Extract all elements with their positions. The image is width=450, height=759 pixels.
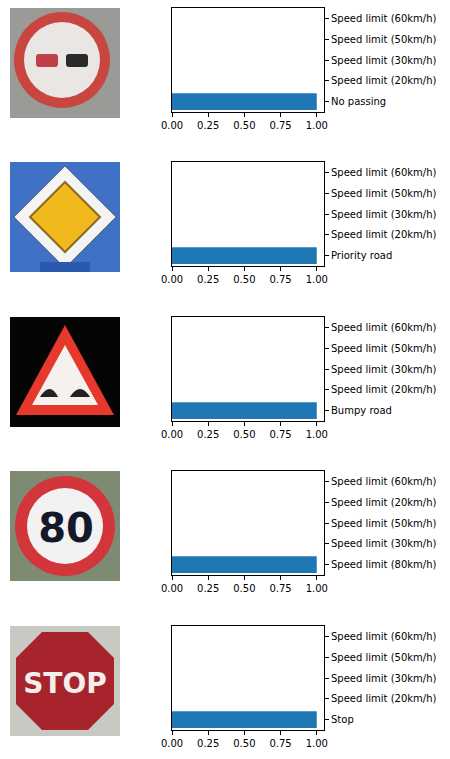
svg-text:Speed limit (60km/h): Speed limit (60km/h) [331,631,437,642]
svg-text:1.00: 1.00 [306,583,328,594]
svg-text:0.25: 0.25 [197,274,219,285]
svg-text:Speed limit (50km/h): Speed limit (50km/h) [331,34,437,45]
svg-text:Speed limit (20km/h): Speed limit (20km/h) [331,497,437,508]
svg-text:1.00: 1.00 [306,120,328,131]
svg-text:Speed limit (50km/h): Speed limit (50km/h) [331,188,437,199]
svg-text:0.25: 0.25 [197,583,219,594]
svg-text:0.50: 0.50 [233,429,255,440]
svg-text:Speed limit (60km/h): Speed limit (60km/h) [331,167,437,178]
svg-text:Speed limit (50km/h): Speed limit (50km/h) [331,343,437,354]
svg-text:0.00: 0.00 [161,429,183,440]
svg-text:Speed limit (50km/h): Speed limit (50km/h) [331,652,437,663]
svg-text:0.75: 0.75 [269,738,291,749]
svg-text:0.75: 0.75 [269,274,291,285]
svg-text:Bumpy road: Bumpy road [331,405,392,416]
svg-text:0.25: 0.25 [197,120,219,131]
svg-text:1.00: 1.00 [306,274,328,285]
svg-text:0.25: 0.25 [197,429,219,440]
svg-text:No passing: No passing [331,96,386,107]
svg-text:0.00: 0.00 [161,274,183,285]
svg-text:Priority road: Priority road [331,250,392,261]
svg-text:1.00: 1.00 [306,429,328,440]
svg-text:0.00: 0.00 [161,583,183,594]
svg-text:1.00: 1.00 [306,738,328,749]
svg-text:0.00: 0.00 [161,738,183,749]
svg-text:0.75: 0.75 [269,583,291,594]
svg-text:Speed limit (20km/h): Speed limit (20km/h) [331,693,437,704]
svg-text:0.50: 0.50 [233,583,255,594]
svg-text:80: 80 [38,505,94,551]
svg-text:Speed limit (30km/h): Speed limit (30km/h) [331,364,437,375]
svg-text:Speed limit (20km/h): Speed limit (20km/h) [331,75,437,86]
svg-text:Speed limit (60km/h): Speed limit (60km/h) [331,13,437,24]
svg-text:0.50: 0.50 [233,120,255,131]
svg-text:0.75: 0.75 [269,429,291,440]
svg-text:Speed limit (20km/h): Speed limit (20km/h) [331,229,437,240]
svg-text:0.50: 0.50 [233,274,255,285]
svg-text:0.25: 0.25 [197,738,219,749]
svg-text:Stop: Stop [331,714,354,725]
svg-text:Speed limit (60km/h): Speed limit (60km/h) [331,322,437,333]
svg-text:0.75: 0.75 [269,120,291,131]
svg-text:0.50: 0.50 [233,738,255,749]
svg-text:Speed limit (50km/h): Speed limit (50km/h) [331,518,437,529]
svg-text:Speed limit (80km/h): Speed limit (80km/h) [331,559,437,570]
svg-text:Speed limit (60km/h): Speed limit (60km/h) [331,476,437,487]
svg-text:Speed limit (30km/h): Speed limit (30km/h) [331,55,437,66]
svg-text:0.00: 0.00 [161,120,183,131]
svg-text:Speed limit (30km/h): Speed limit (30km/h) [331,673,437,684]
svg-text:Speed limit (20km/h): Speed limit (20km/h) [331,384,437,395]
svg-text:Speed limit (30km/h): Speed limit (30km/h) [331,209,437,220]
svg-text:Speed limit (30km/h): Speed limit (30km/h) [331,538,437,549]
svg-text:STOP: STOP [23,667,107,700]
